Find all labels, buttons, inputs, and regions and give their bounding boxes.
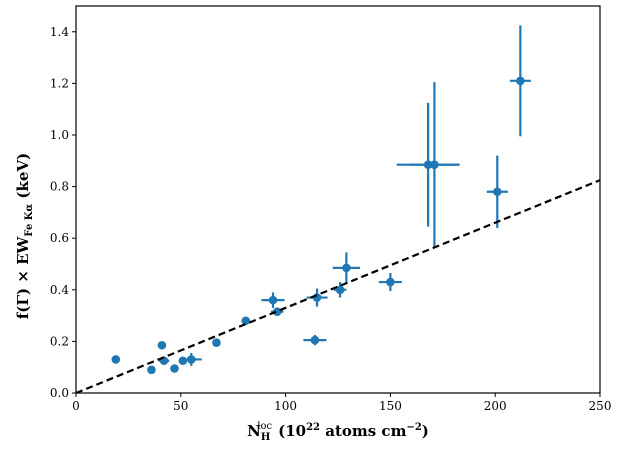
x-tick-label: 150: [379, 399, 402, 413]
y-axis-label: f(Γ) × EWFe Kα (keV): [14, 153, 35, 319]
y-axis-label-sub: Fe Kα: [24, 204, 35, 237]
data-point-group: [212, 338, 221, 347]
data-point: [111, 355, 121, 364]
x-tick-label: 0: [72, 399, 80, 413]
x-axis-label-units-mid: atoms cm: [320, 422, 407, 440]
y-tick-label: 0.4: [50, 283, 69, 297]
x-tick-label: 100: [274, 399, 297, 413]
data-point-group: [157, 340, 167, 350]
y-tick-label: 1.4: [50, 25, 69, 39]
data-point: [212, 338, 221, 347]
y-tick-label: 0.2: [50, 334, 69, 348]
data-point: [310, 335, 320, 345]
data-point-group: [111, 355, 121, 364]
data-point-group: [509, 25, 531, 137]
data-point: [170, 364, 179, 373]
x-axis-label: NHloc (1022 atoms cm−2): [247, 421, 429, 443]
data-point: [516, 76, 525, 86]
x-axis-label-units-pre: (10: [278, 422, 306, 440]
x-tick-label: 250: [589, 399, 612, 413]
data-point-group: [332, 252, 361, 284]
data-point: [147, 365, 156, 375]
plot-frame: [75, 5, 601, 394]
data-point: [272, 307, 282, 317]
data-point-group: [303, 334, 327, 346]
data-point: [386, 277, 395, 287]
data-point-group: [270, 307, 284, 317]
data-point-group: [241, 316, 251, 326]
y-tick-label: 0.8: [50, 180, 69, 194]
y-axis: 0.0 0.2 0.4 0.6 0.8 1.0 1.2 1.4: [50, 25, 76, 400]
y-axis-label-pre: f(Γ) × EW: [14, 235, 32, 319]
x-axis-label-units-post: ): [422, 422, 429, 440]
y-tick-label: 1.0: [50, 128, 69, 142]
data-point: [186, 355, 196, 364]
y-tick-label: 0.0: [50, 386, 69, 400]
data-layer: [111, 25, 531, 375]
data-point: [492, 187, 502, 197]
data-point-group: [170, 364, 179, 373]
data-point-group: [178, 356, 188, 366]
data-point-group: [409, 82, 460, 248]
data-point-group: [486, 155, 508, 228]
data-point: [312, 293, 322, 302]
x-axis-label-units-exp: 22: [306, 422, 320, 433]
data-point-group: [147, 365, 156, 375]
y-tick-label: 0.6: [50, 231, 69, 245]
x-axis: 0 50 100 150 200 250: [72, 393, 611, 413]
data-point-group: [378, 273, 402, 292]
x-axis-label-sub: H: [261, 432, 270, 443]
y-axis-label-post: (keV): [14, 153, 32, 204]
fit-line: [75, 179, 601, 395]
data-point: [157, 340, 167, 350]
data-point: [178, 356, 188, 366]
data-point: [342, 263, 351, 273]
data-point-group: [180, 353, 202, 366]
x-axis-label-base: N: [247, 422, 261, 440]
data-point: [430, 160, 439, 169]
data-point: [335, 285, 345, 295]
x-tick-label: 50: [173, 399, 188, 413]
data-point-group: [261, 292, 285, 308]
data-point: [241, 316, 251, 326]
x-axis-label-sup: loc: [257, 421, 272, 432]
data-point: [268, 295, 278, 305]
x-tick-label: 200: [484, 399, 507, 413]
y-tick-label: 1.2: [50, 76, 69, 90]
x-axis-label-units-exp2: −2: [406, 422, 421, 433]
data-point-group: [333, 282, 347, 298]
